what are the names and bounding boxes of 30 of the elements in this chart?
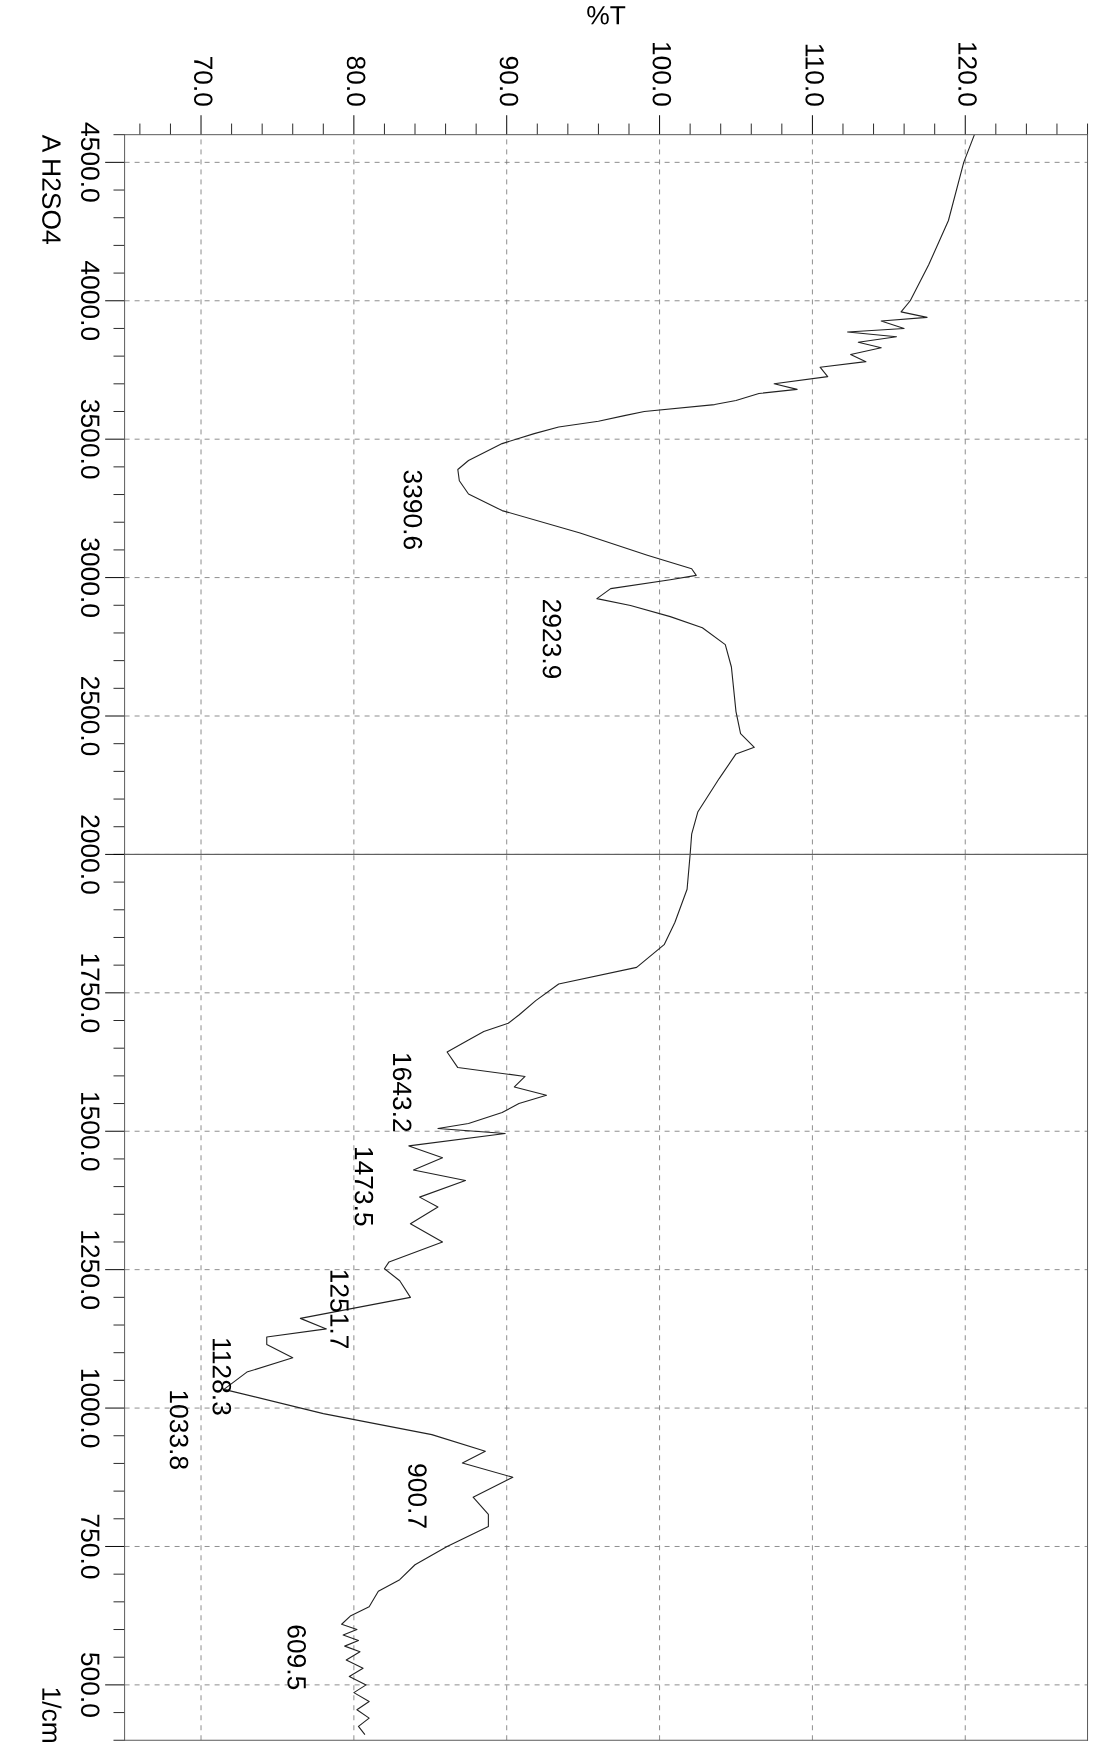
y-tick-label: 4500.0 xyxy=(80,122,100,202)
y-tick-label: 4000.0 xyxy=(80,261,100,341)
y-tick-label: 1250.0 xyxy=(80,1231,100,1309)
y-tick-label: 3500.0 xyxy=(80,399,100,479)
annotation: 609.5 xyxy=(287,1625,307,1690)
annotation: 1251.7 xyxy=(330,1270,349,1349)
y-tick-label: 500.0 xyxy=(80,1652,100,1717)
x-tick-label: 70.0 xyxy=(193,56,213,106)
annotation: 1473.5 xyxy=(354,1147,374,1226)
annotation: 1033.8 xyxy=(169,1391,189,1469)
y-tick-label: 1500.0 xyxy=(80,1092,100,1171)
annotation: 1643.2 xyxy=(392,1053,412,1132)
y-axis-title: 1/cm xyxy=(42,1688,62,1743)
annotation: 3390.6 xyxy=(403,470,423,550)
x-tick-label: 90.0 xyxy=(499,56,519,106)
y-tick-label: 3000.0 xyxy=(80,538,100,617)
y-tick-label: 750.0 xyxy=(80,1514,100,1579)
annotation: 1128.3 xyxy=(212,1339,232,1415)
text: A H2SO4 xyxy=(42,134,61,244)
annotation: 900.7 xyxy=(408,1464,427,1528)
x-tick-label: 80.0 xyxy=(346,56,366,106)
x-tick-label: 110.0 xyxy=(805,44,825,106)
y-tick-label: 1750.0 xyxy=(80,954,100,1033)
x-tick-label: 100.0 xyxy=(652,42,672,106)
x-axis-title: %T xyxy=(587,6,626,25)
y-tick-label: 2000.0 xyxy=(80,815,100,894)
annotation: 2923.9 xyxy=(542,599,562,679)
y-tick-label: 1000.0 xyxy=(80,1369,100,1448)
y-tick-label: 2500.0 xyxy=(80,676,100,756)
x-tick-label: 120.0 xyxy=(958,42,977,106)
